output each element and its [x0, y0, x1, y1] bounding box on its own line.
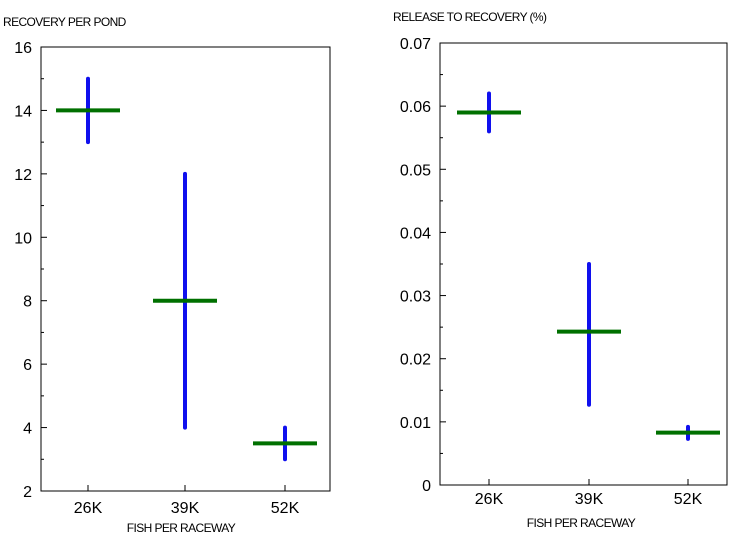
y-tick-label: 0.04	[400, 225, 431, 242]
y-tick-label: 0.01	[400, 415, 431, 432]
y-tick-label: 16	[14, 40, 32, 57]
x-tick-label: 52K	[674, 491, 703, 508]
plot-frame	[439, 42, 728, 486]
x-axis-label: FISH PER RACEWAY	[127, 521, 236, 535]
y-tick-label: 0	[422, 478, 431, 495]
y-tick-label: 14	[14, 103, 32, 120]
chart-title: RECOVERY PER POND	[3, 15, 127, 29]
y-tick-label: 8	[23, 294, 32, 311]
chart-title: RELEASE TO RECOVERY (%)	[393, 10, 547, 24]
y-tick-label: 4	[23, 421, 32, 438]
y-tick-label: 10	[14, 230, 32, 247]
y-tick-label: 6	[23, 357, 32, 374]
x-tick-label: 26K	[74, 500, 103, 517]
x-tick-label: 39K	[575, 491, 604, 508]
y-tick-label: 0.06	[400, 99, 431, 116]
y-tick-label: 0.03	[400, 289, 431, 306]
y-tick-label: 0.07	[400, 36, 431, 53]
y-tick-label: 2	[23, 484, 32, 501]
y-tick-label: 0.05	[400, 162, 431, 179]
x-tick-label: 52K	[271, 500, 300, 517]
x-axis-label: FISH PER RACEWAY	[527, 516, 636, 530]
y-tick-label: 12	[14, 167, 32, 184]
x-tick-label: 39K	[171, 500, 200, 517]
x-tick-label: 26K	[475, 491, 504, 508]
y-tick-label: 0.02	[400, 352, 431, 369]
chart-release-to-recovery: RELEASE TO RECOVERY (%) 0 0.01 0.02 0.03 0.0…	[393, 10, 728, 530]
